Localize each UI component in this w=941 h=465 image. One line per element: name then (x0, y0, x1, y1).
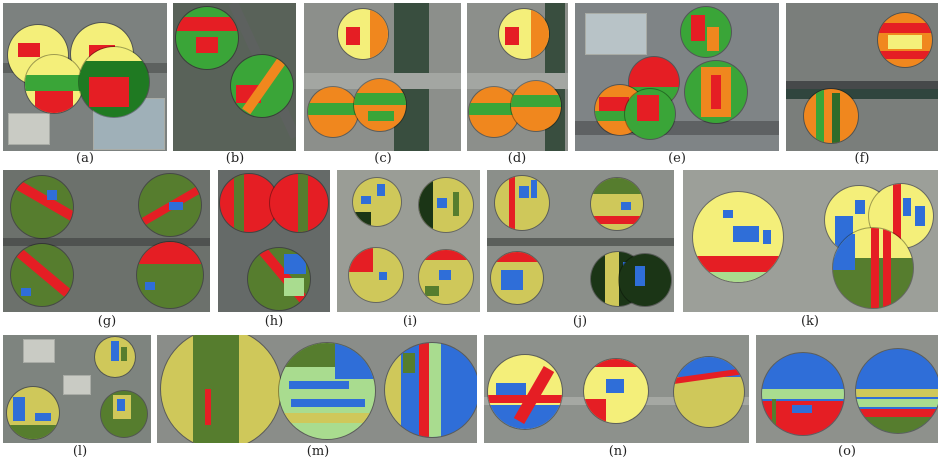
segmentation-circle (856, 349, 938, 433)
segmentation-circle (354, 79, 406, 131)
segmentation-circle (591, 178, 643, 230)
segmentation-circle (804, 89, 858, 143)
caption-i: (i) (402, 314, 418, 329)
panel-j (487, 170, 674, 312)
segmentation-circle (220, 174, 278, 232)
segmentation-circle (308, 87, 358, 137)
caption-j: (j) (572, 314, 588, 329)
caption-a: (a) (76, 151, 94, 166)
segmentation-circle (469, 87, 519, 137)
panel-e (575, 3, 779, 151)
segmentation-circle (137, 242, 203, 308)
segmentation-circle (270, 174, 328, 232)
segmentation-circle (231, 55, 293, 117)
segmentation-circle (79, 47, 149, 117)
panel-g (3, 170, 210, 312)
segmentation-circle (11, 244, 73, 306)
caption-h: (h) (264, 314, 284, 329)
segmentation-circle (338, 9, 388, 59)
segmentation-circle (7, 387, 59, 439)
caption-n: (n) (608, 444, 628, 459)
segmentation-circle (101, 391, 147, 437)
segmentation-circle (685, 61, 747, 123)
caption-f: (f) (854, 151, 870, 166)
segmentation-circle (385, 343, 477, 437)
caption-l: (l) (72, 444, 88, 459)
panel-f (786, 3, 938, 151)
segmentation-circle (349, 248, 403, 302)
segmentation-circle (499, 9, 549, 59)
caption-e: (e) (668, 151, 686, 166)
segmentation-circle (419, 250, 473, 304)
segmentation-circle (491, 252, 543, 304)
segmentation-circle (495, 176, 549, 230)
segmentation-circle (11, 176, 73, 238)
segmentation-circle (248, 248, 310, 310)
segmentation-circle (419, 178, 473, 232)
caption-d: (d) (507, 151, 527, 166)
segmentation-circle (139, 174, 201, 236)
segmentation-circle (25, 55, 83, 113)
caption-k: (k) (800, 314, 820, 329)
segmentation-circle (693, 192, 783, 282)
panel-h (218, 170, 330, 312)
panel-l (3, 335, 151, 443)
segmentation-circle (488, 355, 562, 429)
segmentation-circle (279, 343, 375, 439)
panel-k (683, 170, 938, 312)
segmentation-circle (95, 337, 135, 377)
segmentation-circle (674, 357, 744, 427)
panel-n (484, 335, 749, 443)
panel-o (756, 335, 938, 443)
panel-d (467, 3, 568, 151)
panel-i (337, 170, 480, 312)
segmentation-circle (878, 13, 932, 67)
caption-m: (m) (306, 444, 330, 459)
segmentation-circle (584, 359, 648, 423)
segmentation-circle (176, 7, 238, 69)
panel-m (157, 335, 477, 443)
panel-b (173, 3, 296, 151)
caption-b: (b) (225, 151, 245, 166)
segmentation-circle (625, 89, 675, 139)
segmentation-circle (762, 353, 844, 435)
segmentation-circle (511, 81, 561, 131)
caption-g: (g) (97, 314, 117, 329)
panel-a (3, 3, 167, 151)
segmentation-circle (619, 254, 671, 306)
segmentation-circle (681, 7, 731, 57)
caption-c: (c) (374, 151, 392, 166)
segmentation-circle (161, 335, 281, 443)
segmentation-circle (833, 228, 913, 308)
segmentation-circle (353, 178, 401, 226)
panel-c (304, 3, 461, 151)
caption-o: (o) (838, 444, 856, 459)
